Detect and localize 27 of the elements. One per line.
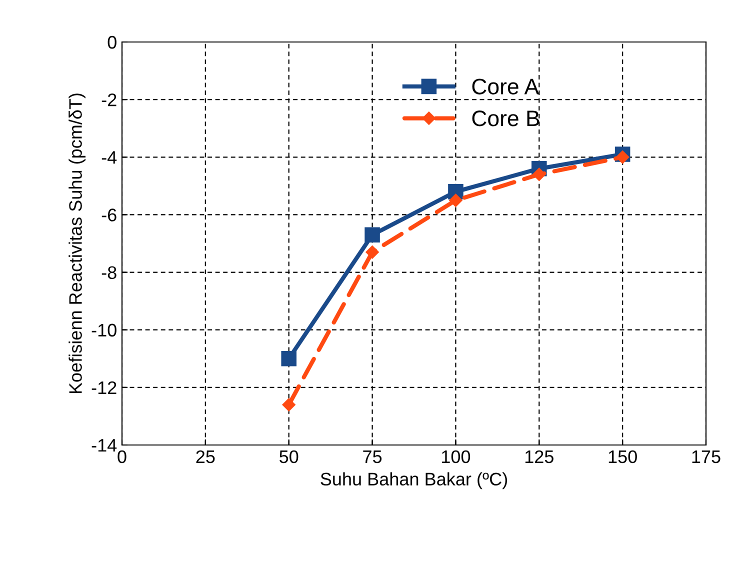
point: [364, 227, 380, 243]
point: [281, 351, 296, 366]
y-axis-title: Koefisienn Reactivitas Suhu (pcm/δT): [68, 94, 86, 394]
point: [366, 246, 379, 259]
y-tick-label: -6: [102, 208, 116, 222]
point: [616, 150, 630, 164]
x-tick-label: 50: [280, 450, 298, 464]
y-tick-label: -2: [102, 94, 116, 106]
legend-label: Core B: [472, 110, 540, 126]
x-tick-label: 100: [442, 450, 470, 464]
y-tick-label: -12: [92, 381, 116, 394]
x-tick-label: 175: [692, 450, 720, 464]
y-tick-label: -4: [102, 151, 117, 164]
y-tick-label: -10: [92, 324, 116, 337]
y-tick-label: -8: [102, 266, 116, 280]
x-tick-label: 75: [363, 450, 382, 464]
point: [449, 194, 462, 207]
y-tick-label: 0: [108, 36, 116, 49]
point: [282, 398, 296, 412]
legend-label: Core A: [472, 78, 540, 94]
x-tick-label: 125: [525, 450, 554, 464]
y-tick-label: -14: [92, 439, 117, 452]
point: [532, 168, 546, 181]
x-tick-label: 25: [196, 450, 215, 464]
x-tick-label: 0: [118, 450, 126, 464]
x-axis-title: Suhu Bahan Bakar (ºC): [320, 472, 508, 490]
x-tick-label: 150: [608, 450, 637, 464]
